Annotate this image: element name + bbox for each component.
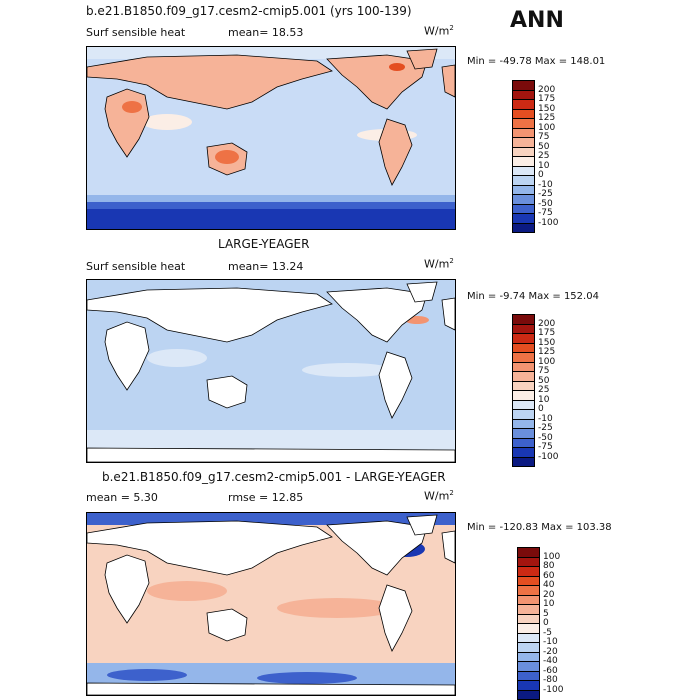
panel3-rmse: rmse = 12.85 <box>228 491 304 504</box>
colorbar-swatch <box>512 456 535 467</box>
colorbar-label: -10 <box>538 179 553 190</box>
colorbar-label: 125 <box>538 113 556 123</box>
colorbar-label: -80 <box>543 675 558 685</box>
colorbar-label: -10 <box>538 413 553 424</box>
panel1-title: b.e21.B1850.f09_g17.cesm2-cmip5.001 (yrs… <box>86 4 412 18</box>
colorbar-swatch <box>512 222 535 233</box>
colorbar-label: -50 <box>538 198 553 209</box>
colorbar-label: -10 <box>543 637 558 647</box>
colorbar-label: 20 <box>543 589 555 600</box>
colorbar-label: 10 <box>538 394 550 405</box>
colorbar-label: 75 <box>538 366 550 376</box>
panel3-title: b.e21.B1850.f09_g17.cesm2-cmip5.001 - LA… <box>102 470 446 484</box>
colorbar-label: 150 <box>538 103 556 114</box>
colorbar-label: 50 <box>538 141 550 152</box>
colorbar-label: -100 <box>538 451 559 462</box>
colorbar-label: 10 <box>543 599 555 609</box>
colorbar-label: 40 <box>543 580 555 590</box>
colorbar-label: 200 <box>538 84 556 95</box>
panel1-mean: mean= 18.53 <box>228 26 304 39</box>
panel1-map <box>86 46 456 230</box>
season-label: ANN <box>510 8 564 33</box>
colorbar-label: 175 <box>538 328 556 338</box>
colorbar-label: 75 <box>538 132 550 142</box>
colorbar-label: 0 <box>538 170 544 180</box>
colorbar-label: 0 <box>543 618 549 628</box>
colorbar-label: 10 <box>538 160 550 171</box>
colorbar-label: -25 <box>538 423 553 433</box>
colorbar-label: -60 <box>543 665 558 676</box>
panel2-map-field <box>87 280 455 462</box>
colorbar-label: -50 <box>538 432 553 443</box>
colorbar-label: -25 <box>538 189 553 199</box>
colorbar-label: 80 <box>543 561 555 571</box>
colorbar-label: -5 <box>543 627 552 638</box>
colorbar-label: 150 <box>538 337 556 348</box>
colorbar-label: -20 <box>543 646 558 657</box>
panel3-mean: mean = 5.30 <box>86 491 158 504</box>
panel3-map <box>86 512 456 696</box>
colorbar-label: -100 <box>543 684 564 695</box>
colorbar-label: -100 <box>538 217 559 228</box>
panel1-minmax: Min = -49.78 Max = 148.01 <box>467 56 606 67</box>
panel2-mean: mean= 13.24 <box>228 260 304 273</box>
panel2-variable: Surf sensible heat <box>86 260 186 273</box>
colorbar-label: -40 <box>543 656 558 666</box>
colorbar-label: 25 <box>538 385 550 395</box>
colorbar-label: 175 <box>538 94 556 104</box>
colorbar-label: 125 <box>538 347 556 357</box>
colorbar-label: 60 <box>543 570 555 581</box>
panel2-title: LARGE-YEAGER <box>218 237 310 251</box>
panel2-minmax: Min = -9.74 Max = 152.04 <box>467 291 599 302</box>
colorbar-label: 0 <box>538 404 544 414</box>
colorbar-label: 100 <box>543 551 561 562</box>
colorbar-label: 100 <box>538 356 556 367</box>
colorbar-label: 50 <box>538 375 550 386</box>
panel3-map-field <box>87 513 455 695</box>
panel2-units: W/m2 <box>424 257 454 271</box>
colorbar-label: 200 <box>538 318 556 329</box>
colorbar-label: 5 <box>543 608 549 619</box>
colorbar-label: -75 <box>538 442 553 452</box>
panel3-minmax: Min = -120.83 Max = 103.38 <box>467 522 612 533</box>
panel1-units: W/m2 <box>424 24 454 38</box>
panel1-map-field <box>87 47 455 229</box>
colorbar-label: 100 <box>538 122 556 133</box>
colorbar-swatch <box>517 689 540 700</box>
panel2-map <box>86 279 456 463</box>
panel1-variable: Surf sensible heat <box>86 26 186 39</box>
colorbar-label: -75 <box>538 208 553 218</box>
colorbar-label: 25 <box>538 151 550 161</box>
panel3-units: W/m2 <box>424 489 454 503</box>
